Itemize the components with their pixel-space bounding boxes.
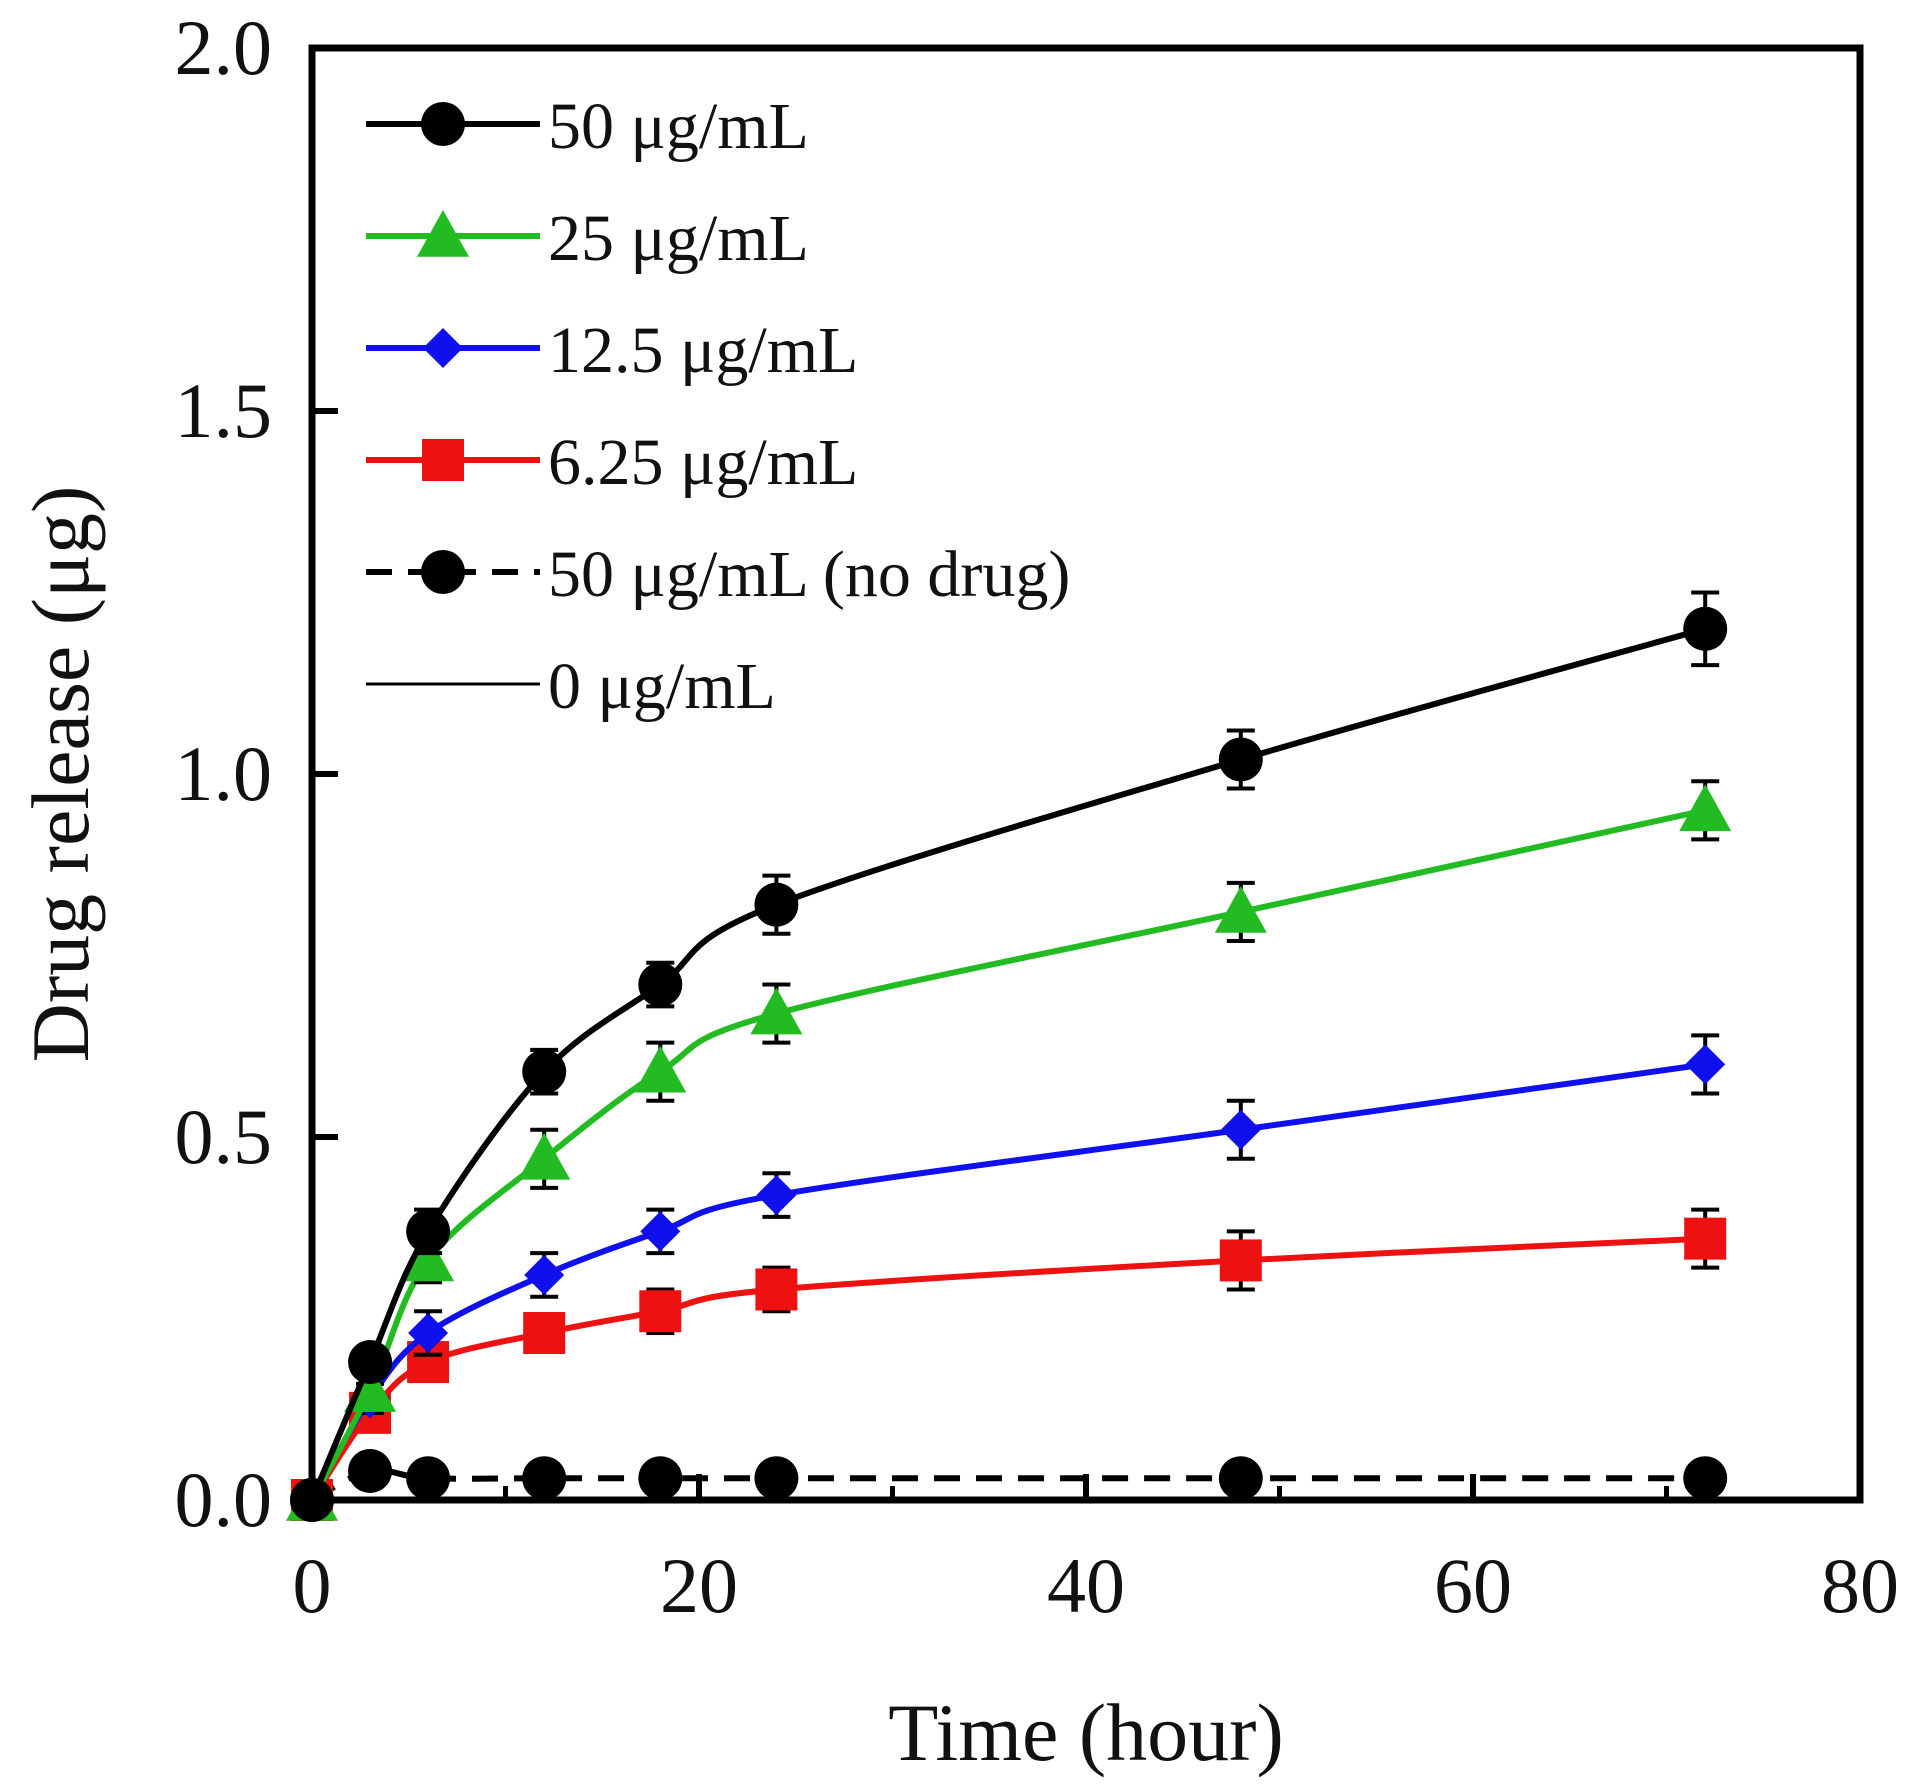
data-point [754,1456,799,1501]
x-tick-label: 40 [1047,1542,1125,1629]
data-point [402,1234,455,1282]
series-line [310,1467,1706,1503]
legend-label: 50 μg/mL (no drug) [548,538,1070,611]
x-tick-label: 80 [1821,1542,1899,1629]
series-line [309,625,1707,1502]
data-point [522,1049,567,1094]
data-point [348,1340,393,1385]
y-axis-title: Drug release (μg) [15,486,106,1063]
data-point [1218,737,1263,782]
data-point [755,1268,798,1311]
data-point [1684,1217,1727,1260]
legend-label: 0 μg/mL [548,650,776,723]
data-point [524,1254,565,1295]
y-tick-label: 0.5 [175,1093,273,1180]
legend-marker [422,439,464,481]
legend-label: 12.5 μg/mL [548,314,858,387]
axes: 0 20 40 60 80 0.0 0.5 1.0 1.5 2.0 [175,4,1900,1629]
y-tick-label: 0.0 [175,1456,273,1543]
data-point [1685,1044,1726,1085]
legend: 50 μg/mL 25 μg/mL 12.5 μg/mL 6.25 μg/mL 50 μ… [366,90,1070,723]
legend-marker [421,102,465,146]
data-point [1679,784,1732,832]
data-point [1683,606,1728,651]
data-point [408,1313,449,1354]
x-axis-title: Time (hour) [888,1687,1284,1778]
series-line [309,807,1706,1502]
data-point [754,882,799,927]
data-point [1220,1109,1261,1150]
series-2 [292,1033,1726,1520]
y-tick-label: 2.0 [175,4,273,91]
legend-marker [417,210,469,257]
data-point [348,1448,393,1493]
x-tick-label: 0 [293,1542,332,1629]
x-tick-label: 60 [1434,1542,1512,1629]
y-tick-label: 1.5 [175,367,273,454]
data-point [639,1290,682,1333]
data-point [1214,885,1267,933]
series-line [309,1235,1706,1502]
data-point [638,962,683,1007]
data-point [523,1312,566,1355]
series-4 [290,1448,1728,1522]
data-point [638,1456,683,1501]
data-point [1219,1239,1262,1282]
legend-marker [423,328,463,368]
legend-label: 50 μg/mL [548,90,809,163]
series-3 [291,1207,1727,1521]
plot-area [286,590,1732,1522]
data-point [640,1211,681,1252]
data-point [518,1132,571,1180]
legend-marker [421,550,465,594]
series-0 [290,590,1728,1522]
y-tick-label: 1.0 [175,730,273,817]
data-point [522,1456,567,1501]
data-point [750,987,803,1035]
data-point [406,1209,451,1254]
legend-label: 6.25 μg/mL [548,426,858,499]
series-1 [286,779,1732,1521]
series-line [309,1061,1706,1502]
data-point [634,1045,687,1093]
data-point [1683,1456,1728,1501]
data-point [1218,1456,1263,1501]
x-tick-label: 20 [660,1542,738,1629]
legend-label: 25 μg/mL [548,202,809,275]
data-point [756,1175,797,1216]
data-point [406,1456,451,1501]
